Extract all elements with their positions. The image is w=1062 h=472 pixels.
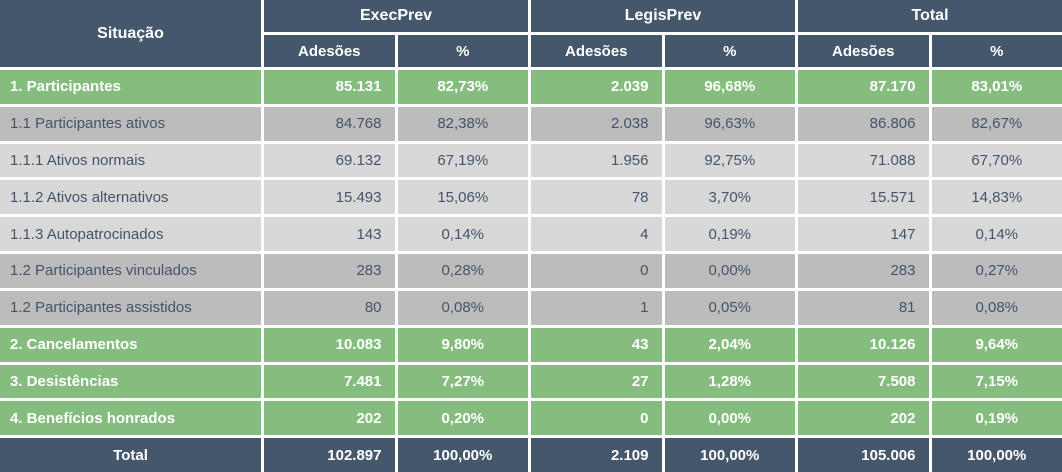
adesoes-cell: 86.806 [798, 106, 929, 141]
subheader-execprev-adesoes: Adesões [264, 35, 395, 67]
column-header-situacao: Situação [0, 0, 261, 67]
percent-cell: 2,04% [664, 327, 795, 362]
percent-cell: 100,00% [664, 438, 795, 472]
subheader-total-percent: % [931, 35, 1062, 67]
percent-cell: 0,27% [931, 254, 1062, 288]
adesoes-cell: 10.126 [798, 327, 929, 362]
adesoes-cell: 71.088 [798, 143, 929, 178]
percent-cell: 0,08% [931, 290, 1062, 325]
percent-cell: 0,00% [664, 254, 795, 288]
percent-cell: 15,06% [397, 180, 528, 215]
adesoes-cell: 10.083 [264, 327, 395, 362]
percent-cell: 0,20% [397, 401, 528, 436]
adesoes-cell: 85.131 [264, 70, 395, 104]
row-label: 1.1.1 Ativos normais [0, 143, 261, 178]
subheader-total-adesoes: Adesões [798, 35, 929, 67]
adesoes-cell: 27 [531, 364, 662, 399]
row-label: 1.1 Participantes ativos [0, 106, 261, 141]
row-label: 1.2 Participantes vinculados [0, 254, 261, 288]
adesoes-cell: 81 [798, 290, 929, 325]
adesoes-cell: 7.481 [264, 364, 395, 399]
adesoes-cell: 15.493 [264, 180, 395, 215]
adesoes-cell: 87.170 [798, 70, 929, 104]
adesoes-cell: 283 [264, 254, 395, 288]
adesoes-cell: 143 [264, 217, 395, 252]
adesoes-cell: 105.006 [798, 438, 929, 472]
row-label: 3. Desistências [0, 364, 261, 399]
adesoes-cell: 69.132 [264, 143, 395, 178]
adesoes-cell: 2.109 [531, 438, 662, 472]
percent-cell: 83,01% [931, 70, 1062, 104]
percent-cell: 0,08% [397, 290, 528, 325]
subheader-execprev-percent: % [397, 35, 528, 67]
percent-cell: 7,27% [397, 364, 528, 399]
percent-cell: 0,00% [664, 401, 795, 436]
percent-cell: 100,00% [931, 438, 1062, 472]
adesoes-cell: 202 [798, 401, 929, 436]
adesoes-cell: 78 [531, 180, 662, 215]
column-group-legisprev: LegisPrev [531, 0, 795, 32]
column-group-execprev: ExecPrev [264, 0, 528, 32]
row-label: 1. Participantes [0, 70, 261, 104]
adesoes-cell: 1.956 [531, 143, 662, 178]
percent-cell: 82,73% [397, 70, 528, 104]
subheader-legisprev-percent: % [664, 35, 795, 67]
percent-cell: 92,75% [664, 143, 795, 178]
row-label: 1.1.3 Autopatrocinados [0, 217, 261, 252]
adesoes-cell: 147 [798, 217, 929, 252]
adesoes-cell: 15.571 [798, 180, 929, 215]
adesoes-cell: 283 [798, 254, 929, 288]
row-label: 1.2 Participantes assistidos [0, 290, 261, 325]
percent-cell: 0,19% [931, 401, 1062, 436]
percent-cell: 3,70% [664, 180, 795, 215]
percent-cell: 0,14% [397, 217, 528, 252]
percent-cell: 96,68% [664, 70, 795, 104]
column-group-total: Total [798, 0, 1062, 32]
percent-cell: 82,67% [931, 106, 1062, 141]
subheader-legisprev-adesoes: Adesões [531, 35, 662, 67]
percent-cell: 1,28% [664, 364, 795, 399]
percent-cell: 14,83% [931, 180, 1062, 215]
row-label: Total [0, 438, 261, 472]
adesoes-cell: 2.038 [531, 106, 662, 141]
percent-cell: 96,63% [664, 106, 795, 141]
adesoes-cell: 102.897 [264, 438, 395, 472]
adesoes-cell: 2.039 [531, 70, 662, 104]
percent-cell: 9,64% [931, 327, 1062, 362]
percent-cell: 9,80% [397, 327, 528, 362]
adesoes-cell: 0 [531, 401, 662, 436]
percent-cell: 82,38% [397, 106, 528, 141]
row-label: 4. Benefícios honrados [0, 401, 261, 436]
percent-cell: 67,19% [397, 143, 528, 178]
percent-cell: 7,15% [931, 364, 1062, 399]
adesoes-cell: 202 [264, 401, 395, 436]
adesoes-cell: 43 [531, 327, 662, 362]
row-label: 1.1.2 Ativos alternativos [0, 180, 261, 215]
percent-cell: 100,00% [397, 438, 528, 472]
adesoes-cell: 0 [531, 254, 662, 288]
percent-cell: 67,70% [931, 143, 1062, 178]
percent-cell: 0,05% [664, 290, 795, 325]
adesoes-cell: 7.508 [798, 364, 929, 399]
row-label: 2. Cancelamentos [0, 327, 261, 362]
adesoes-cell: 84.768 [264, 106, 395, 141]
percent-cell: 0,28% [397, 254, 528, 288]
adesoes-cell: 80 [264, 290, 395, 325]
adesoes-cell: 4 [531, 217, 662, 252]
percent-cell: 0,19% [664, 217, 795, 252]
adesoes-cell: 1 [531, 290, 662, 325]
percent-cell: 0,14% [931, 217, 1062, 252]
